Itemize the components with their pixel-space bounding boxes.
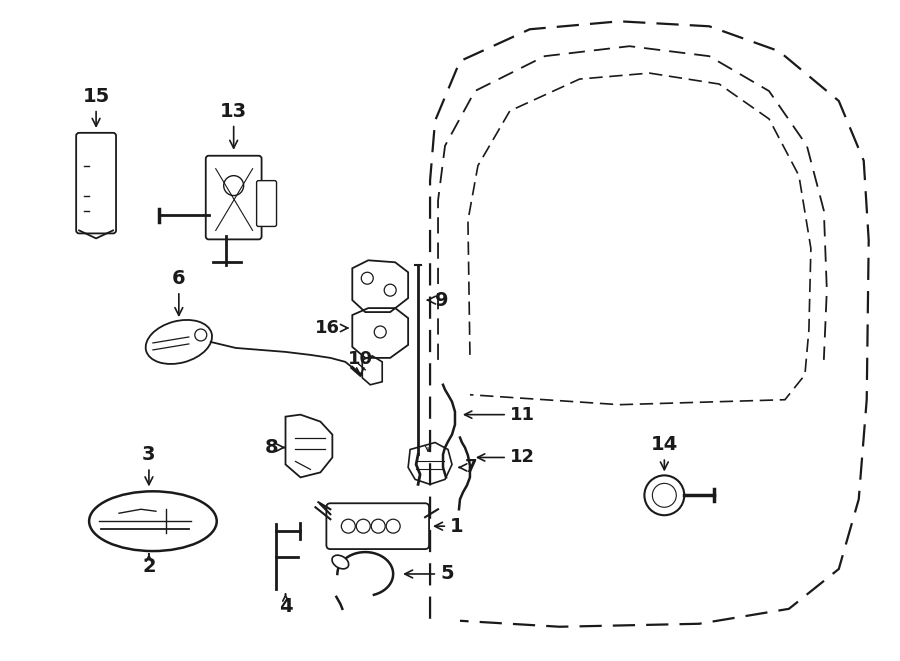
- Text: 13: 13: [220, 102, 248, 148]
- Text: 9: 9: [428, 291, 448, 309]
- FancyBboxPatch shape: [76, 133, 116, 233]
- Text: 4: 4: [279, 597, 292, 616]
- Text: 1: 1: [435, 517, 464, 535]
- Text: 5: 5: [405, 564, 454, 584]
- FancyBboxPatch shape: [256, 180, 276, 227]
- Text: 6: 6: [172, 269, 185, 315]
- FancyBboxPatch shape: [327, 503, 429, 549]
- Text: 15: 15: [83, 87, 110, 126]
- Text: 2: 2: [142, 557, 156, 576]
- Text: 16: 16: [315, 319, 347, 337]
- Text: 14: 14: [651, 436, 678, 470]
- Ellipse shape: [332, 555, 348, 569]
- Text: 12: 12: [478, 448, 535, 467]
- FancyBboxPatch shape: [206, 156, 262, 239]
- Text: 8: 8: [265, 438, 284, 457]
- Ellipse shape: [89, 491, 217, 551]
- Text: 11: 11: [464, 406, 535, 424]
- Text: 3: 3: [142, 446, 156, 485]
- Text: 10: 10: [347, 350, 373, 375]
- Ellipse shape: [146, 320, 212, 364]
- Text: 7: 7: [459, 459, 478, 477]
